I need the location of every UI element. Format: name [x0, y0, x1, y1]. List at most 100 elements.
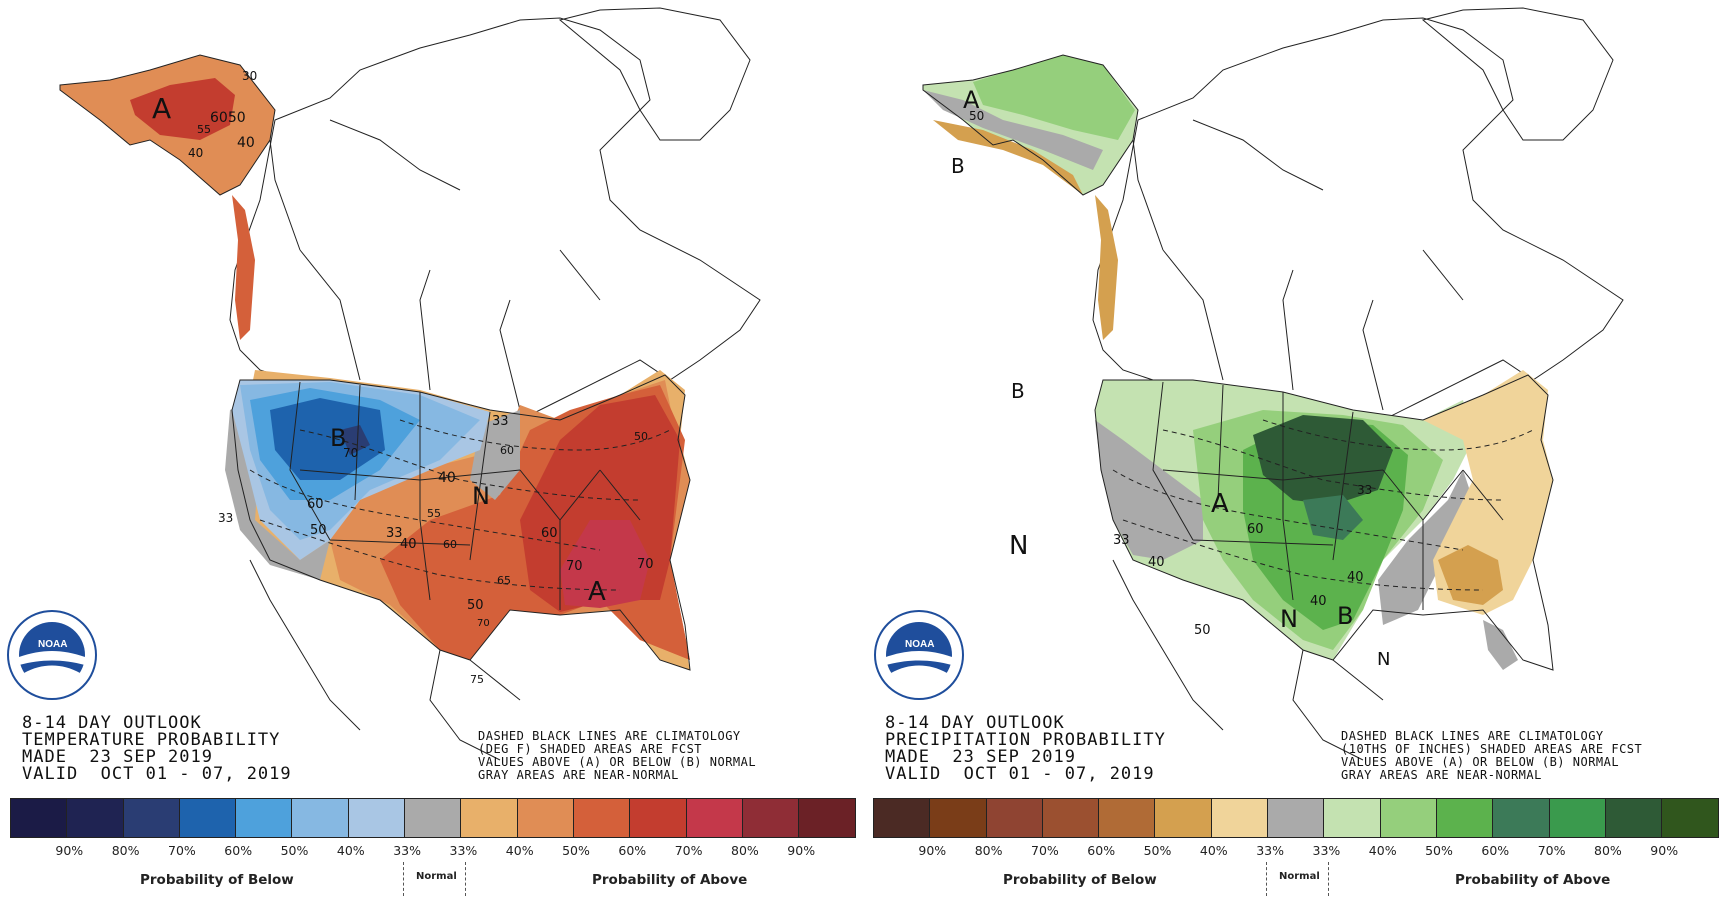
forecast-region	[1095, 195, 1118, 340]
label-n-west: N	[1009, 531, 1028, 561]
value-40-southeast-1: 40	[1310, 594, 1327, 609]
colorbar-tick-label: 80%	[730, 843, 759, 858]
colorbar-tick-label: 60%	[618, 843, 647, 858]
colorbar-tick-label: 60%	[224, 843, 253, 858]
colorbar-tick-label: 50%	[1425, 843, 1453, 858]
value-50-ne: 50	[634, 430, 648, 443]
outlook-type-line: TEMPERATURE PROBABILITY	[22, 730, 281, 750]
forecast-region	[1438, 545, 1503, 605]
colorbar-swatch	[236, 799, 293, 837]
value-ak-40b: 40	[237, 135, 255, 151]
colorbar-swatch	[630, 799, 687, 837]
forecast-region	[340, 425, 370, 455]
label-b-northwest: B	[1011, 379, 1025, 403]
temperature-map-labels: A A B N 30 6050 55 40 40 70 60 50 33 40 …	[152, 69, 654, 686]
probability-above-caption: Probability of Above	[1455, 872, 1611, 888]
colorbar-tick-label: 90%	[55, 843, 84, 858]
value-50-w: 50	[310, 523, 327, 538]
colorbar-tick-label: 90%	[918, 843, 947, 858]
made-date-line: MADE 23 SEP 2019	[885, 747, 1076, 767]
note-line-3: VALUES ABOVE (A) OR BELOW (B) NORMAL	[478, 755, 757, 769]
colorbar-tick-label: 40%	[505, 843, 534, 858]
colorbar-tick-label: 90%	[1650, 843, 1679, 858]
colorbar-tick-label: 90%	[787, 843, 816, 858]
value-60-c: 60	[443, 538, 457, 551]
forecast-region	[232, 195, 255, 340]
noaa-logo: NOAA	[874, 610, 964, 700]
value-60-ne: 60	[500, 444, 514, 457]
label-n-florida: N	[1377, 649, 1390, 670]
forecast-region	[923, 90, 1103, 170]
note-line-2: (10THS OF INCHES) SHADED AREAS ARE FCST	[1341, 742, 1643, 756]
colorbar-tick-label: 70%	[1537, 843, 1566, 858]
outlook-type-line: PRECIPITATION PROBABILITY	[885, 730, 1166, 750]
label-a-alaska: A	[963, 86, 980, 114]
colorbar-swatch	[292, 799, 349, 837]
outlook-title-line: 8-14 DAY OUTLOOK	[885, 713, 1065, 733]
forecast-region	[270, 398, 385, 480]
colorbar-tick-label: 33%	[1256, 843, 1284, 858]
colorbar-tick-label: 40%	[1368, 843, 1397, 858]
valid-date-line: VALID OCT 01 - 07, 2019	[22, 764, 292, 784]
value-70-nw: 70	[343, 446, 358, 460]
forecast-region	[1303, 495, 1363, 540]
colorbar-tick-label: 40%	[1199, 843, 1228, 858]
colorbar-tick-label: 80%	[111, 843, 140, 858]
note-line-1: DASHED BLACK LINES ARE CLIMATOLOGY	[1341, 729, 1604, 743]
colorbar-tick-label: 50%	[562, 843, 590, 858]
value-60-midwest: 60	[1247, 522, 1264, 537]
colorbar-swatch	[1493, 799, 1550, 837]
colorbar-swatch	[517, 799, 574, 837]
value-40-c: 40	[400, 537, 417, 552]
value-ak-55: 55	[197, 123, 211, 136]
value-ak-30: 30	[242, 69, 257, 83]
value-40-n: 40	[438, 470, 456, 486]
forecast-region	[933, 120, 1083, 195]
colorbar-tick-label: 33%	[1312, 843, 1341, 858]
colorbar-tick-label: 60%	[1087, 843, 1116, 858]
precipitation-probability-map: A B B A N N B N 50 33 40 60 50 40 40 33 …	[874, 7, 1624, 761]
value-ak-6050: 6050	[210, 110, 246, 126]
value-70-e: 70	[566, 559, 583, 574]
value-50-alaska: 50	[969, 109, 984, 123]
value-40-central: 40	[1148, 555, 1165, 570]
colorbar-swatch	[686, 799, 743, 837]
forecast-region	[1253, 415, 1393, 505]
colorbar-swatch	[1662, 799, 1719, 837]
colorbar-swatch	[405, 799, 462, 837]
normal-divider-right	[465, 862, 466, 896]
temperature-probability-map: A A B N 30 6050 55 40 40 70 60 50 33 40 …	[7, 7, 761, 761]
colorbar-swatch	[1268, 799, 1325, 837]
value-65-c: 65	[497, 574, 511, 587]
label-n-plains: N	[472, 482, 490, 510]
precipitation-colorbar	[873, 798, 1720, 838]
label-b-alaska: B	[951, 154, 965, 178]
normal-divider-left	[1266, 862, 1267, 896]
colorbar-swatch	[930, 799, 987, 837]
probability-above-caption: Probability of Above	[592, 872, 748, 888]
value-33-west: 33	[1113, 533, 1130, 548]
colorbar-swatch	[1436, 799, 1494, 837]
value-70-s: 70	[477, 618, 490, 629]
value-ak-40a: 40	[188, 146, 203, 160]
forecast-region	[1378, 470, 1473, 625]
value-50-s: 50	[467, 598, 484, 613]
value-50-south: 50	[1194, 623, 1211, 638]
label-b-west: B	[330, 424, 346, 452]
colorbar-swatch	[986, 799, 1043, 837]
value-75-s: 75	[470, 673, 484, 686]
temperature-colorbar	[10, 798, 857, 838]
colorbar-swatch	[123, 799, 180, 837]
normal-divider-right	[1328, 862, 1329, 896]
forecast-region	[1095, 420, 1203, 560]
note-line-2: (DEG F) SHADED AREAS ARE FCST	[478, 742, 703, 756]
precipitation-colorbar-ticks: 90% 80% 70% 60% 50% 40% 33% 33% 40% 50% 60% 70% 80% 9…	[873, 843, 1718, 859]
colorbar-tick-label: 50%	[280, 843, 309, 858]
alaska-region	[922, 54, 1139, 196]
colorbar-tick-label: 80%	[974, 843, 1003, 858]
value-60-w: 60	[307, 497, 324, 512]
value-33-w: 33	[218, 511, 233, 525]
noaa-logo: NOAA	[7, 610, 97, 700]
note-line-4: GRAY AREAS ARE NEAR-NORMAL	[1341, 768, 1542, 782]
forecast-region	[130, 78, 235, 140]
